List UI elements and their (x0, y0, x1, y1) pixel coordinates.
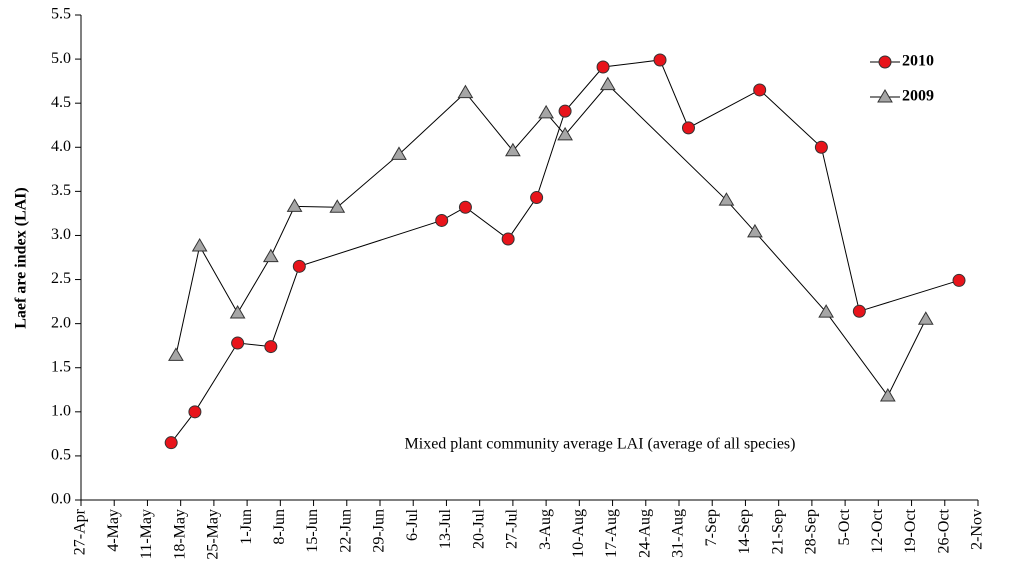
x-tick-label: 13-Jul (437, 508, 454, 549)
y-tick-label: 2.5 (51, 270, 71, 287)
marker (292, 259, 306, 273)
marker (747, 223, 763, 238)
marker (599, 76, 616, 91)
marker (718, 192, 735, 206)
series-line (175, 83, 927, 397)
x-tick-label: 27-Jul (504, 508, 521, 549)
marker (286, 198, 303, 212)
marker (264, 340, 278, 354)
x-tick-label: 15-Jun (304, 509, 321, 553)
legend-marker (878, 55, 892, 69)
x-tick-label: 24-Aug (636, 509, 653, 558)
x-tick-label: 22-Jun (337, 509, 354, 553)
marker (879, 387, 896, 402)
marker (458, 200, 472, 214)
marker (558, 104, 572, 118)
marker (596, 60, 610, 74)
x-tick-label: 1-Jun (238, 509, 255, 545)
marker (538, 104, 554, 119)
marker (229, 305, 246, 319)
x-tick-label: 18-May (171, 509, 188, 560)
marker (435, 213, 449, 227)
marker (530, 191, 544, 205)
annotation: Mixed plant community average LAI (avera… (405, 436, 796, 453)
x-tick-label: 8-Jun (271, 509, 288, 545)
y-tick-label: 1.0 (51, 402, 71, 419)
marker (681, 121, 695, 135)
y-tick-label: 5.5 (51, 6, 71, 23)
x-tick-label: 6-Jul (404, 508, 421, 541)
marker (164, 436, 178, 450)
marker (653, 53, 667, 67)
x-tick-label: 17-Aug (603, 509, 620, 558)
marker (262, 248, 279, 263)
x-tick-label: 21-Sep (769, 509, 786, 554)
x-tick-label: 25-May (205, 509, 222, 560)
marker (814, 140, 828, 154)
x-tick-label: 29-Jun (371, 509, 388, 553)
x-tick-label: 4-May (105, 509, 122, 552)
x-tick-label: 2-Nov (969, 509, 986, 550)
marker (557, 126, 573, 141)
y-tick-label: 2.0 (51, 314, 71, 331)
legend-label: 2010 (902, 53, 934, 70)
marker (329, 199, 346, 213)
x-tick-label: 27-Apr (72, 508, 89, 555)
marker (188, 405, 202, 419)
y-tick-label: 1.5 (51, 358, 71, 375)
x-tick-label: 10-Aug (570, 509, 587, 558)
y-tick-label: 0.0 (51, 491, 71, 508)
x-tick-label: 19-Oct (902, 508, 919, 553)
marker (917, 311, 934, 325)
x-tick-label: 31-Aug (670, 509, 687, 558)
y-tick-label: 0.5 (51, 447, 71, 464)
y-axis-label: Laef are index (LAI) (13, 187, 30, 328)
marker (191, 238, 208, 252)
y-tick-label: 3.5 (51, 182, 71, 199)
marker (168, 347, 184, 361)
marker (852, 304, 866, 318)
marker (818, 304, 834, 318)
x-tick-label: 20-Jul (470, 508, 487, 549)
marker (501, 232, 515, 246)
y-tick-label: 5.0 (51, 50, 71, 67)
y-tick-label: 3.0 (51, 226, 71, 243)
marker (753, 83, 767, 97)
legend-label: 2009 (902, 88, 934, 105)
x-tick-label: 3-Aug (537, 509, 554, 550)
y-tick-label: 4.5 (51, 94, 71, 111)
x-tick-label: 26-Oct (935, 508, 952, 553)
marker (457, 84, 474, 99)
x-tick-label: 11-May (138, 509, 155, 559)
x-tick-label: 7-Sep (703, 509, 720, 546)
marker (231, 336, 245, 350)
x-tick-label: 12-Oct (869, 508, 886, 553)
y-tick-label: 4.0 (51, 138, 71, 155)
legend-marker (877, 89, 893, 103)
x-tick-label: 14-Sep (736, 509, 753, 554)
marker (952, 273, 966, 287)
marker (505, 142, 521, 157)
x-tick-label: 5-Oct (836, 508, 853, 545)
x-tick-label: 28-Sep (803, 509, 820, 554)
marker (391, 146, 407, 160)
